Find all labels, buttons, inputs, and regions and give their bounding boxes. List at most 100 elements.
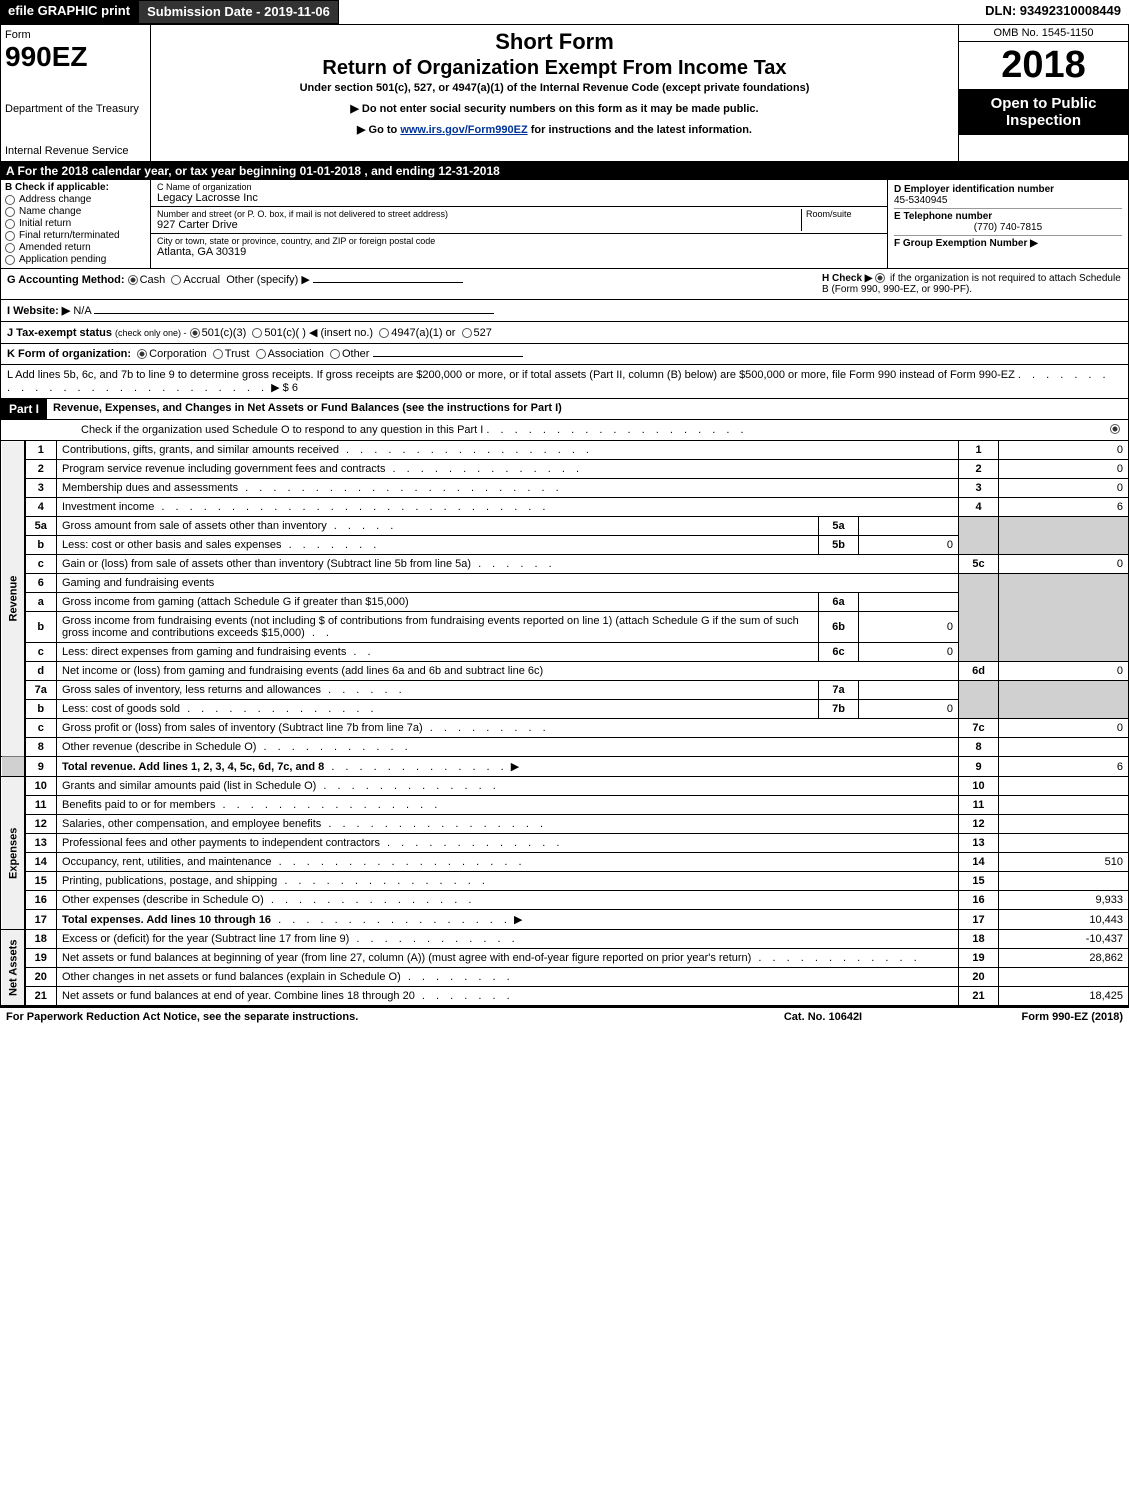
line-2-num: 2 bbox=[25, 460, 57, 479]
omb-number: OMB No. 1545-1150 bbox=[959, 25, 1128, 42]
radio-other[interactable] bbox=[330, 349, 340, 359]
radio-4947a1[interactable] bbox=[379, 328, 389, 338]
radio-501c[interactable] bbox=[252, 328, 262, 338]
line-16-num: 16 bbox=[25, 891, 57, 910]
opt-accrual: Accrual bbox=[183, 274, 220, 286]
opt-other: Other (specify) ▶ bbox=[226, 274, 310, 286]
row-j: J Tax-exempt status (check only one) - 5… bbox=[0, 322, 1129, 344]
addr-value: 927 Carter Drive bbox=[157, 219, 801, 231]
checkbox-schedule-o-used[interactable] bbox=[1110, 424, 1120, 434]
h-check-label: H Check ▶ bbox=[822, 273, 872, 284]
dept-treasury: Department of the Treasury bbox=[5, 103, 146, 115]
line-5c-num: c bbox=[25, 555, 57, 574]
footer-cat-no: Cat. No. 10642I bbox=[723, 1011, 923, 1023]
radio-trust[interactable] bbox=[213, 349, 223, 359]
footer-paperwork-notice: For Paperwork Reduction Act Notice, see … bbox=[6, 1011, 723, 1023]
line-7c-num: c bbox=[25, 719, 57, 738]
line-18-desc: Excess or (deficit) for the year (Subtra… bbox=[62, 933, 349, 945]
org-name-value: Legacy Lacrosse Inc bbox=[157, 192, 881, 204]
checkbox-amended-return[interactable] bbox=[5, 243, 15, 253]
line-15-rnum: 15 bbox=[959, 872, 999, 891]
goto-line: ▶ Go to www.irs.gov/Form990EZ for instru… bbox=[159, 123, 950, 136]
line-5a-desc: Gross amount from sale of assets other t… bbox=[62, 520, 327, 532]
line-6-desc: Gaming and fundraising events bbox=[62, 577, 214, 589]
section-d-e-f: D Employer identification number 45-5340… bbox=[888, 180, 1128, 268]
line-6d-rnum: 6d bbox=[959, 662, 999, 681]
phone-value: (770) 740-7815 bbox=[894, 222, 1122, 233]
opt-4947a1: 4947(a)(1) or bbox=[391, 327, 455, 339]
goto-post: for instructions and the latest informat… bbox=[531, 124, 752, 136]
website-label: I Website: ▶ bbox=[7, 305, 70, 317]
opt-amended-return: Amended return bbox=[19, 242, 91, 253]
opt-address-change: Address change bbox=[19, 194, 91, 205]
line-7c-rnum: 7c bbox=[959, 719, 999, 738]
line-5a-subval bbox=[859, 517, 959, 536]
line-6b-desc: Gross income from fundraising events (no… bbox=[62, 615, 799, 639]
line-21-rnum: 21 bbox=[959, 987, 999, 1006]
line-9-arrow: ▶ bbox=[511, 761, 519, 773]
line-7a-num: 7a bbox=[25, 681, 57, 700]
line-6d-desc: Net income or (loss) from gaming and fun… bbox=[62, 665, 543, 677]
line-12-rnum: 12 bbox=[959, 815, 999, 834]
tax-period-row: A For the 2018 calendar year, or tax yea… bbox=[0, 162, 1129, 180]
radio-association[interactable] bbox=[256, 349, 266, 359]
line-20-desc: Other changes in net assets or fund bala… bbox=[62, 971, 401, 983]
line-19-num: 19 bbox=[25, 949, 57, 968]
line-7a-desc: Gross sales of inventory, less returns a… bbox=[62, 684, 321, 696]
checkbox-name-change[interactable] bbox=[5, 207, 15, 217]
checkbox-application-pending[interactable] bbox=[5, 255, 15, 265]
line-6a-num: a bbox=[25, 593, 57, 612]
part-i-title: Revenue, Expenses, and Changes in Net As… bbox=[47, 399, 1128, 419]
line-6c-desc: Less: direct expenses from gaming and fu… bbox=[62, 646, 346, 658]
radio-501c3[interactable] bbox=[190, 328, 200, 338]
radio-cash[interactable] bbox=[128, 275, 138, 285]
line-10-num: 10 bbox=[25, 777, 57, 796]
row-i: I Website: ▶ N/A bbox=[0, 300, 1129, 322]
part-i-table: Revenue 1 Contributions, gifts, grants, … bbox=[0, 441, 1129, 1006]
line-6b-subval: 0 bbox=[859, 612, 959, 643]
open-public-inspection: Open to Public Inspection bbox=[959, 89, 1128, 135]
radio-527[interactable] bbox=[462, 328, 472, 338]
header-center: Short Form Return of Organization Exempt… bbox=[151, 25, 958, 161]
period-pre: A For the 2018 calendar year, or tax yea… bbox=[6, 164, 300, 178]
line-10-desc: Grants and similar amounts paid (list in… bbox=[62, 780, 316, 792]
form-number: 990EZ bbox=[5, 41, 146, 73]
line-20-num: 20 bbox=[25, 968, 57, 987]
line-17-arrow: ▶ bbox=[514, 914, 522, 926]
line-5a-num: 5a bbox=[25, 517, 57, 536]
dept-irs: Internal Revenue Service bbox=[5, 145, 146, 157]
line-2-desc: Program service revenue including govern… bbox=[62, 463, 385, 475]
line-6c-subnum: 6c bbox=[819, 643, 859, 662]
line-18-value: -10,437 bbox=[999, 930, 1129, 949]
line-1-desc: Contributions, gifts, grants, and simila… bbox=[62, 444, 339, 456]
checkbox-schedule-b-not-required[interactable] bbox=[875, 273, 885, 283]
line-15-value bbox=[999, 872, 1129, 891]
checkbox-address-change[interactable] bbox=[5, 195, 15, 205]
part-i-label: Part I bbox=[1, 399, 47, 419]
phone-label: E Telephone number bbox=[894, 211, 1122, 222]
ein-label: D Employer identification number bbox=[894, 184, 1122, 195]
line-2-value: 0 bbox=[999, 460, 1129, 479]
line-16-value: 9,933 bbox=[999, 891, 1129, 910]
checkbox-initial-return[interactable] bbox=[5, 219, 15, 229]
line-3-value: 0 bbox=[999, 479, 1129, 498]
header-right: OMB No. 1545-1150 2018 Open to Public In… bbox=[958, 25, 1128, 161]
checkbox-final-return[interactable] bbox=[5, 231, 15, 241]
part-i-header-row: Part I Revenue, Expenses, and Changes in… bbox=[0, 399, 1129, 420]
line-5b-desc: Less: cost or other basis and sales expe… bbox=[62, 539, 282, 551]
line-20-rnum: 20 bbox=[959, 968, 999, 987]
line-11-desc: Benefits paid to or for members bbox=[62, 799, 215, 811]
efile-label: efile GRAPHIC print bbox=[0, 0, 138, 24]
radio-accrual[interactable] bbox=[171, 275, 181, 285]
revenue-side-label: Revenue bbox=[1, 441, 25, 757]
line-6b-subnum: 6b bbox=[819, 612, 859, 643]
form-of-org-label: K Form of organization: bbox=[7, 348, 131, 360]
irs-link[interactable]: www.irs.gov/Form990EZ bbox=[400, 124, 527, 136]
line-10-rnum: 10 bbox=[959, 777, 999, 796]
line-4-value: 6 bbox=[999, 498, 1129, 517]
line-19-value: 28,862 bbox=[999, 949, 1129, 968]
line-16-rnum: 16 bbox=[959, 891, 999, 910]
line-13-rnum: 13 bbox=[959, 834, 999, 853]
line-14-value: 510 bbox=[999, 853, 1129, 872]
radio-corporation[interactable] bbox=[137, 349, 147, 359]
